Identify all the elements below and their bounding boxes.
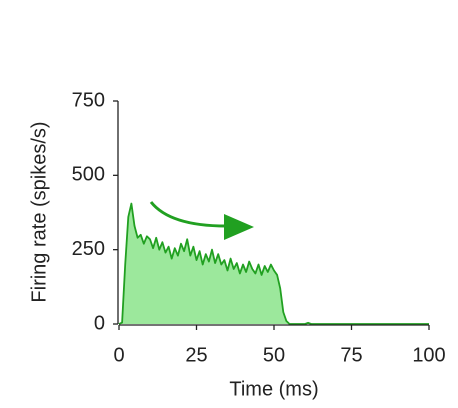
x-tick-label: 50 [263, 344, 285, 366]
line [118, 202, 429, 325]
x-tick-label: 25 [185, 344, 207, 366]
arrow-head [224, 214, 254, 240]
x-tick-label: 75 [340, 344, 362, 366]
area-fill [119, 203, 429, 324]
x-axis-label: Time (ms) [229, 378, 318, 400]
annotation-arrow [149, 201, 227, 228]
x-tick-label: 100 [412, 344, 445, 366]
y-axis-label: Firing rate (spikes/s) [28, 121, 50, 302]
y-tick-label: 0 [94, 312, 105, 334]
x-tick-label: 0 [113, 344, 124, 366]
y-tick-label: 250 [72, 238, 105, 260]
plot-area: 0 250 500 750 0 25 50 75 100 [72, 89, 446, 366]
y-tick-label: 750 [72, 89, 105, 111]
y-tick-label: 500 [72, 164, 105, 186]
